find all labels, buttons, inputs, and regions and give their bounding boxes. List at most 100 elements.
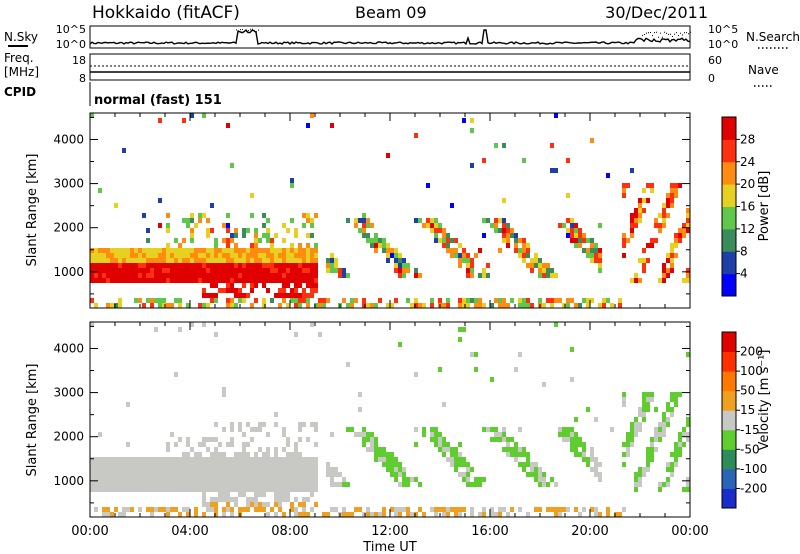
power-cell bbox=[570, 228, 574, 233]
power-cell bbox=[274, 258, 278, 263]
power-cell bbox=[454, 248, 458, 253]
power-cell bbox=[670, 183, 674, 188]
power-cell bbox=[254, 268, 258, 273]
velocity-cell bbox=[242, 507, 246, 512]
velocity-cell bbox=[214, 472, 218, 477]
velocity-cell bbox=[242, 442, 246, 447]
velocity-cell bbox=[222, 482, 226, 487]
power-cell bbox=[462, 118, 466, 123]
power-cell bbox=[286, 228, 290, 233]
power-cell bbox=[238, 263, 242, 268]
velocity-cell bbox=[246, 467, 250, 472]
velocity-cell bbox=[238, 462, 242, 467]
velocity-cell bbox=[226, 477, 230, 482]
power-cell bbox=[478, 248, 482, 253]
power-cell bbox=[266, 288, 270, 293]
power-cell bbox=[666, 273, 670, 278]
power-cell bbox=[194, 223, 198, 228]
velocity-cell bbox=[606, 507, 610, 512]
velocity-cell bbox=[586, 407, 590, 412]
power-cell bbox=[482, 218, 486, 223]
velocity-cell bbox=[214, 462, 218, 467]
velocity-cell bbox=[118, 462, 122, 467]
velocity-cell bbox=[238, 507, 242, 512]
power-cell bbox=[666, 203, 670, 208]
power-cell bbox=[250, 303, 254, 308]
velocity-cell bbox=[294, 482, 298, 487]
power-cell bbox=[122, 273, 126, 278]
power-cell bbox=[174, 273, 178, 278]
velocity-cell bbox=[250, 437, 254, 442]
power-cell bbox=[314, 268, 318, 273]
power-cell bbox=[246, 248, 250, 253]
power-cell bbox=[350, 298, 354, 303]
power-cell bbox=[270, 248, 274, 253]
velocity-cell bbox=[170, 467, 174, 472]
power-cell bbox=[162, 258, 166, 263]
power-cell bbox=[390, 248, 394, 253]
power-cell bbox=[418, 218, 422, 223]
power-cell bbox=[318, 298, 322, 303]
power-cell bbox=[214, 263, 218, 268]
power-cell bbox=[566, 218, 570, 223]
power-cell bbox=[310, 113, 314, 118]
power-cell bbox=[466, 303, 470, 308]
velocity-cell bbox=[258, 467, 262, 472]
velocity-cell bbox=[158, 467, 162, 472]
velocity-cell bbox=[542, 472, 546, 477]
power-cell bbox=[218, 263, 222, 268]
power-cell bbox=[134, 278, 138, 283]
power-cell bbox=[502, 223, 506, 228]
velocity-cell bbox=[206, 457, 210, 462]
velocity-cell bbox=[418, 482, 422, 487]
power-cell bbox=[278, 303, 282, 308]
velocity-cell bbox=[282, 457, 286, 462]
y-tick-label: 2000 bbox=[53, 221, 84, 235]
power-cell bbox=[186, 303, 190, 308]
velocity-cell bbox=[190, 467, 194, 472]
velocity-cell bbox=[266, 487, 270, 492]
velocity-cell bbox=[94, 472, 98, 477]
velocity-cell bbox=[566, 432, 570, 437]
velocity-cell bbox=[286, 497, 290, 502]
power-cell bbox=[566, 193, 570, 198]
power-cell bbox=[586, 298, 590, 303]
velocity-cell bbox=[442, 442, 446, 447]
velocity-cell bbox=[642, 472, 646, 477]
power-cell bbox=[482, 303, 486, 308]
velocity-cell bbox=[326, 467, 330, 472]
velocity-cell bbox=[186, 437, 190, 442]
velocity-cell bbox=[414, 477, 418, 482]
power-cell bbox=[98, 253, 102, 258]
power-cell bbox=[106, 303, 110, 308]
power-cell bbox=[302, 278, 306, 283]
velocity-cell bbox=[222, 387, 226, 392]
power-cell bbox=[254, 273, 258, 278]
velocity-cell bbox=[674, 397, 678, 402]
power-cell bbox=[302, 273, 306, 278]
velocity-cell bbox=[558, 432, 562, 437]
velocity-cell bbox=[254, 482, 258, 487]
power-cell bbox=[190, 268, 194, 273]
velocity-cell bbox=[554, 482, 558, 487]
velocity-cell bbox=[174, 462, 178, 467]
velocity-cell bbox=[146, 477, 150, 482]
velocity-cell bbox=[210, 477, 214, 482]
velocity-cell bbox=[118, 457, 122, 462]
power-cell bbox=[470, 258, 474, 263]
velocity-cell bbox=[274, 457, 278, 462]
velocity-cell bbox=[630, 437, 634, 442]
velocity-cell bbox=[554, 507, 558, 512]
power-cell bbox=[170, 248, 174, 253]
power-cell bbox=[198, 278, 202, 283]
velocity-cell bbox=[362, 437, 366, 442]
velocity-cell bbox=[594, 507, 598, 512]
power-cell bbox=[522, 303, 526, 308]
velocity-cell bbox=[118, 477, 122, 482]
velocity-cell bbox=[214, 457, 218, 462]
velocity-cell bbox=[670, 412, 674, 417]
power-cell bbox=[298, 243, 302, 248]
velocity-cell bbox=[466, 477, 470, 482]
power-cell bbox=[662, 273, 666, 278]
velocity-cell bbox=[242, 447, 246, 452]
